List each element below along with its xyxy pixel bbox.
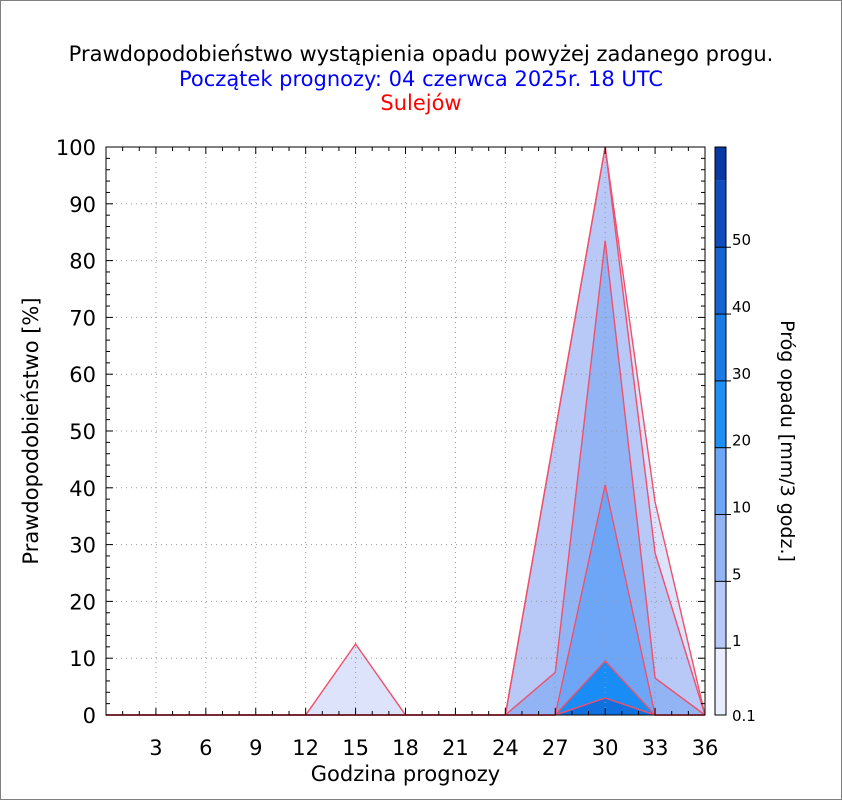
colorbar-swatch [715,581,726,649]
x-tick-label: 15 [342,736,369,760]
area-series-20 [106,661,705,715]
x-tick-label: 3 [149,736,162,760]
x-tick-label: 24 [492,736,519,760]
colorbar-swatch [715,147,726,181]
colorbar-label: Próg opadu [mm/3 godz.] [776,320,798,562]
y-tick-label: 60 [69,363,96,387]
x-tick-label: 12 [292,736,319,760]
colorbar-tick-label: 5 [732,565,742,583]
y-tick-label: 40 [69,477,96,501]
colorbar-swatch [715,247,726,315]
area-series-30 [106,697,705,715]
colorbar-tick-label: 20 [732,432,751,450]
colorbar-border [714,146,727,716]
colorbar-swatch [715,447,726,515]
x-tick-label: 33 [642,736,669,760]
colorbar: 0.1 1 5 10 20 30 40 50 [714,146,756,725]
colorbar-swatch [715,380,726,448]
colorbar-swatch [715,180,726,248]
x-tick-label: 30 [592,736,619,760]
colorbar-tick-label: 30 [732,365,751,383]
colorbar-tick-label: 0.1 [732,707,756,725]
x-tick-label: 6 [199,736,212,760]
colorbar-tick-label: 40 [732,298,751,316]
colorbar-swatch [715,514,726,582]
y-tick-label: 80 [69,250,96,274]
y-axis-label: Prawdopodobieństwo [%] [19,297,43,564]
chart-location: Sulejów [380,91,462,115]
colorbar-swatch [715,314,726,381]
y-tick-label: 100 [56,136,96,160]
y-tick-label: 0 [83,704,96,728]
colorbar-tick-label: 10 [732,499,751,517]
y-tick-label: 90 [69,193,96,217]
x-tick-label: 21 [442,736,469,760]
chart-subtitle: Początek prognozy: 04 czerwca 2025r. 18 … [178,67,663,91]
x-tick-label: 9 [249,736,262,760]
y-tick-label: 10 [69,647,96,671]
colorbar-tick-label: 1 [732,632,742,650]
chart-title: Prawdopodobieństwo wystąpienia opadu pow… [68,42,774,66]
y-tick-label: 30 [69,534,96,558]
x-tick-label: 18 [392,736,419,760]
area-series-10 [106,484,705,715]
colorbar-tick-label: 50 [732,231,751,249]
colorbar-swatch [715,648,726,715]
y-tick-label: 50 [69,420,96,444]
x-tick-label: 27 [542,736,569,760]
y-tick-label: 20 [69,590,96,614]
x-tick-label: 36 [692,736,719,760]
y-tick-label: 70 [69,306,96,330]
axes-layer: 3 6 9 12 15 18 21 24 27 30 33 360102030405060708090… [56,136,718,760]
x-axis-label: Godzina prognozy [311,762,500,786]
